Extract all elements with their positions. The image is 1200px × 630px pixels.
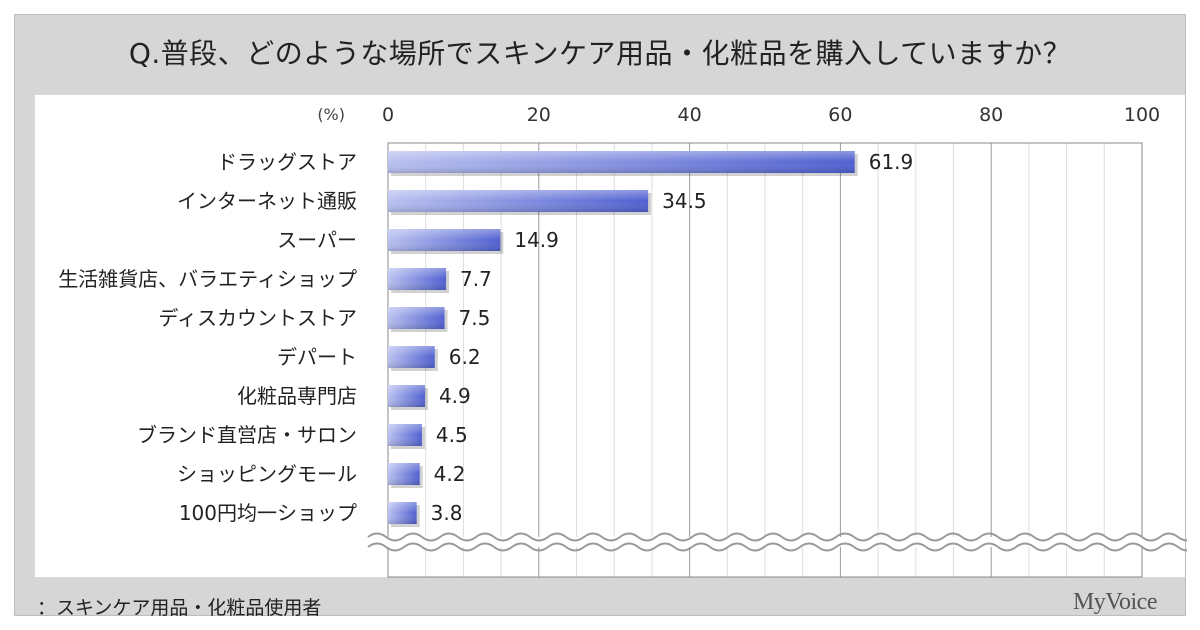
value-label: 14.9 (514, 228, 559, 252)
x-tick-label: 40 (678, 104, 702, 126)
category-label: インターネット通販 (177, 189, 357, 213)
category-label: ディスカウントストア (158, 306, 357, 330)
axis-break-line (367, 532, 1187, 542)
value-label: 4.9 (439, 384, 471, 408)
category-label: 生活雑貨店、バラエティショップ (58, 267, 357, 291)
bar-highlight (388, 268, 447, 290)
category-label: デパート (277, 345, 357, 369)
x-tick-label: 20 (527, 104, 551, 126)
plot-panel (35, 95, 1185, 577)
value-label: 61.9 (869, 150, 914, 174)
category-label: ブランド直営店・サロン (137, 423, 357, 447)
bars (388, 151, 858, 527)
category-label: 100円均一ショップ (179, 501, 357, 525)
axis-break-gap (368, 537, 1162, 547)
category-label: スーパー (277, 228, 357, 252)
bar-highlight (388, 190, 649, 212)
category-label: ショッピングモール (177, 462, 357, 486)
value-label: 3.8 (431, 501, 463, 525)
category-labels: ドラッグストアインターネット通販スーパー生活雑貨店、バラエティショップディスカウ… (58, 150, 357, 525)
category-label: 化粧品専門店 (237, 384, 357, 408)
bar-highlight (388, 307, 445, 329)
value-label: 34.5 (662, 189, 707, 213)
x-tick-label: 60 (828, 104, 852, 126)
x-tick-label: 80 (979, 104, 1003, 126)
unit-label: (%) (317, 105, 345, 124)
value-label: 6.2 (449, 345, 481, 369)
x-tick-label: 0 (382, 104, 394, 126)
bar-highlight (388, 385, 425, 407)
bar-highlight (388, 463, 420, 485)
bar-highlight (388, 346, 435, 368)
chart-title: Q.普段、どのような場所でスキンケア用品・化粧品を購入していますか？ (128, 37, 1072, 70)
chart-frame: Q.普段、どのような場所でスキンケア用品・化粧品を購入していますか？ 0 20 40… (14, 14, 1187, 619)
value-label: 7.5 (459, 306, 491, 330)
category-label: ドラッグストア (217, 150, 357, 174)
axis-break-line (367, 542, 1187, 552)
value-label: 4.5 (436, 423, 468, 447)
bar-chart: 0 20 40 60 80 100 (%) ドラッグストアインターネット通販スーパー生活雑貨… (35, 95, 1187, 578)
bar-highlight (388, 502, 417, 524)
value-label: 7.7 (460, 267, 492, 291)
x-tick-label: 100 (1124, 104, 1160, 126)
bar-highlight (388, 151, 855, 173)
value-labels: 61.9 34.5 14.9 7.7 7.5 6.2 4.9 4.5 4.2 3.8 (431, 150, 914, 525)
axis-ticks: 0 20 40 60 80 100 (%) (317, 104, 1160, 126)
grid-lines (425, 143, 1105, 577)
footer-note: ：スキンケア用品・化粧品使用者 (37, 597, 322, 619)
value-label: 4.2 (434, 462, 466, 486)
brand-logo: MyVoice (1072, 589, 1158, 615)
bar-highlight (388, 424, 422, 446)
bar-highlight (388, 229, 501, 251)
axis-break (367, 532, 1187, 552)
